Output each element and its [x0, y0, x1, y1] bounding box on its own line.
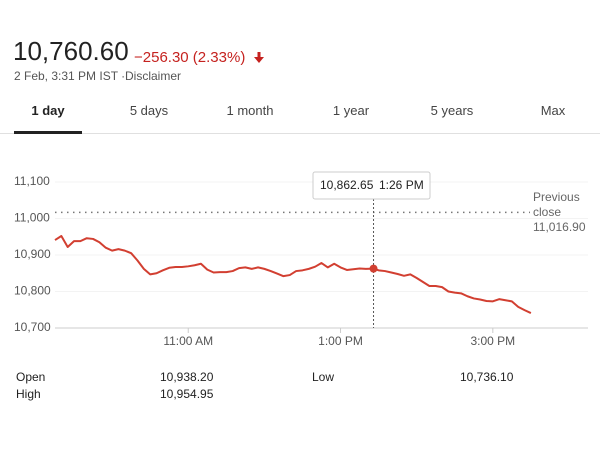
date: 2 Feb, 3:31 PM IST · — [14, 69, 126, 83]
tab-divider — [0, 133, 600, 134]
x-tick-label: 3:00 PM — [470, 334, 515, 348]
selected-tab-indicator — [14, 131, 82, 134]
y-tick-label: 11,100 — [14, 174, 50, 188]
x-tick-label: 11:00 AM — [163, 334, 213, 348]
tab[interactable]: Max — [540, 103, 566, 118]
down-arrow — [254, 52, 264, 63]
disclaimer-link[interactable]: Disclaimer — [125, 69, 182, 83]
tooltip-value: 10,862.65 — [320, 178, 374, 192]
stat-label: High — [16, 387, 41, 401]
y-tick-label: 10,700 — [14, 320, 51, 334]
tab[interactable]: 1 year — [332, 103, 370, 118]
tab[interactable]: 5 days — [129, 103, 169, 118]
x-tick-label: 1:00 PM — [318, 334, 363, 348]
stat-label: Open — [16, 370, 46, 384]
stat-value: 10,736.10 — [460, 370, 514, 384]
stat-label: Low — [312, 370, 335, 384]
tooltip-time: 1:26 PM — [379, 178, 424, 192]
tab[interactable]: 1 month — [226, 103, 274, 118]
stat-value: 10,938.20 — [160, 370, 214, 384]
price: 10,760.60 — [13, 36, 129, 66]
tab[interactable]: 5 years — [430, 103, 474, 118]
y-tick-label: 11,000 — [14, 211, 50, 225]
price-change: −256.30 (2.33%) — [134, 49, 246, 66]
tooltip-box — [312, 171, 431, 200]
stat-value: 10,954.95 — [160, 387, 214, 401]
y-tick-label: 10,800 — [14, 284, 51, 298]
tab[interactable]: 1 day — [31, 103, 65, 118]
y-tick-label: 10,900 — [14, 247, 51, 261]
previous-close-label: Previous close — [533, 190, 580, 219]
previous-close-value: 11,016.90 — [533, 220, 586, 234]
hover-point — [369, 264, 378, 273]
price-line — [54, 235, 532, 314]
